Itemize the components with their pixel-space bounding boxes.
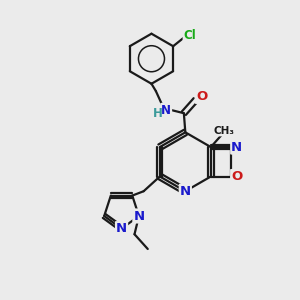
- Text: N: N: [134, 209, 145, 223]
- Text: N: N: [231, 141, 242, 154]
- Text: N: N: [180, 185, 191, 198]
- Text: Cl: Cl: [184, 28, 196, 41]
- Text: N: N: [161, 104, 171, 117]
- Text: N: N: [116, 222, 127, 235]
- Text: O: O: [231, 170, 242, 183]
- Text: H: H: [153, 107, 163, 120]
- Text: O: O: [196, 90, 207, 103]
- Text: CH₃: CH₃: [214, 126, 235, 136]
